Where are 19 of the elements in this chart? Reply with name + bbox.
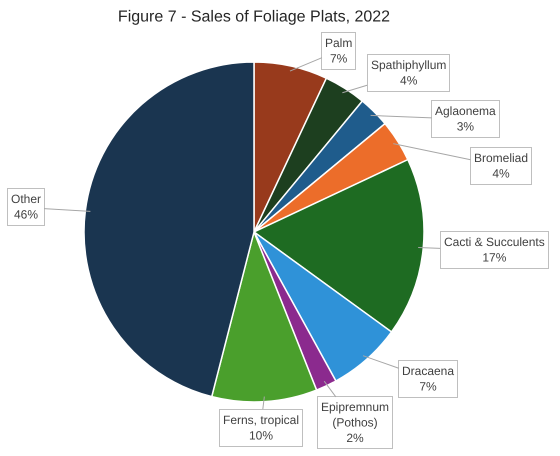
data-label: 46% — [14, 208, 38, 222]
data-label: 4% — [400, 74, 418, 88]
data-label: 10% — [249, 428, 274, 443]
data-label: 3% — [456, 120, 474, 134]
data-label: 4% — [492, 166, 510, 181]
data-label: 2% — [346, 431, 364, 446]
slice-label: Epipremnum (Pothos) — [321, 400, 390, 430]
chart-title: Figure 7 - Sales of Foliage Plats, 2022 — [118, 8, 390, 26]
data-label: 7% — [330, 52, 348, 66]
data-label: 7% — [419, 380, 438, 394]
slice-label: Cacti & Succulents — [444, 235, 545, 249]
slice-label: Spathiphyllum — [371, 58, 446, 72]
slice-label: Palm — [325, 36, 352, 50]
slice-label: Ferns, tropical — [223, 413, 300, 427]
slice-label: Bromeliad — [474, 151, 528, 165]
slice-label: Aglaonema — [435, 104, 496, 118]
slice-label: Dracaena — [402, 364, 454, 378]
slice-label: Other — [11, 192, 42, 206]
data-label: 17% — [482, 250, 507, 265]
